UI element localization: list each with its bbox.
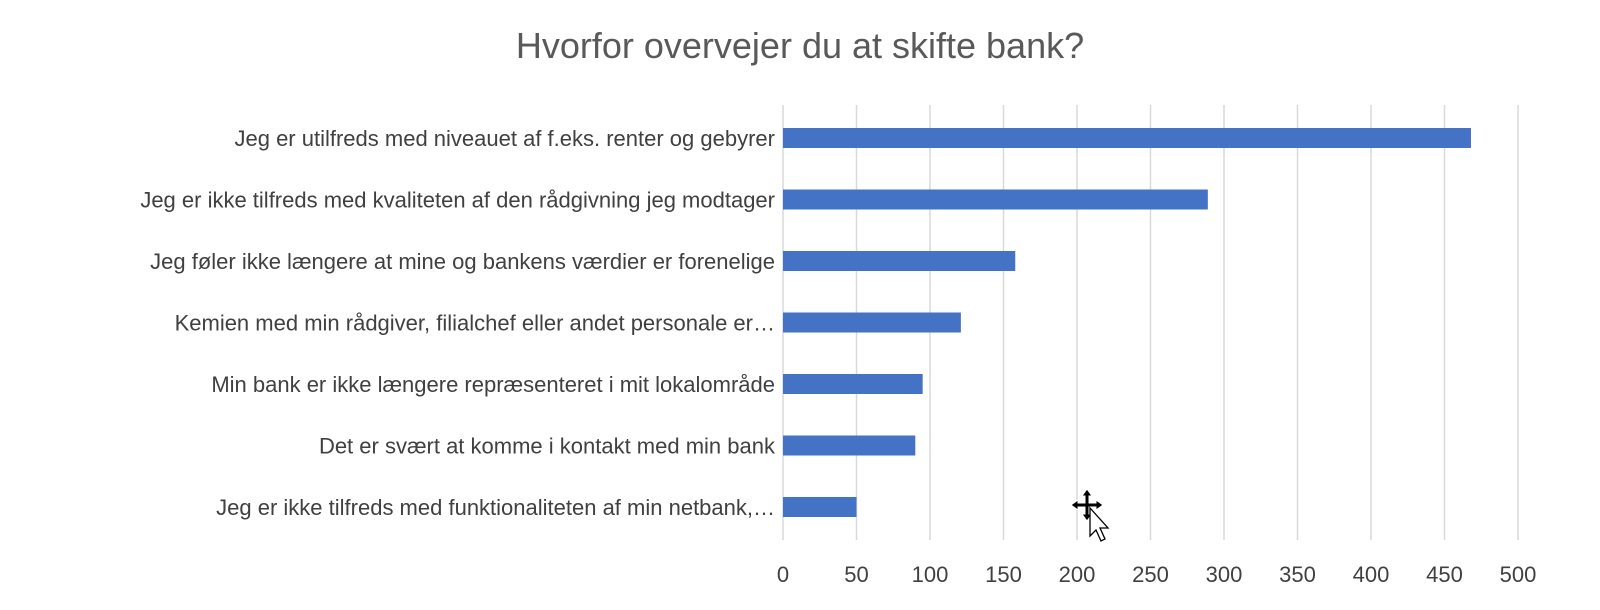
x-tick-label: 350 [1279,562,1316,587]
category-labels: Jeg er utilfreds med niveauet af f.eks. … [140,126,776,520]
bar [783,312,961,333]
x-tick-label: 400 [1353,562,1390,587]
category-label: Jeg er utilfreds med niveauet af f.eks. … [234,126,775,151]
bar [783,497,857,517]
category-label: Kemien med min rådgiver, filialchef elle… [175,311,775,336]
bar [783,251,1016,271]
bar [783,374,923,394]
bar [783,435,916,456]
category-label: Jeg er ikke tilfreds med kvaliteten af d… [140,188,775,213]
x-tick-label: 300 [1206,562,1243,587]
x-tick-label: 450 [1426,562,1463,587]
x-tick-label: 100 [912,562,949,587]
x-tick-label: 250 [1132,562,1169,587]
x-tick-label: 50 [844,562,868,587]
category-label: Jeg føler ikke længere at mine og banken… [150,249,775,274]
bars [783,128,1471,517]
category-label: Det er svært at komme i kontakt med min … [319,434,776,459]
category-label: Jeg er ikke tilfreds med funktionalitete… [216,495,775,520]
x-tick-label: 150 [985,562,1022,587]
x-tick-label: 500 [1500,562,1537,587]
bar [783,189,1208,210]
x-axis-ticks: 0 50 100 150 200 250 300 350 400 450 500 [777,562,1536,587]
gridlines [782,105,1519,540]
x-tick-label: 200 [1059,562,1096,587]
x-tick-label: 0 [777,562,789,587]
bar [783,128,1471,148]
category-label: Min bank er ikke længere repræsenteret i… [211,372,775,397]
chart-title: Hvorfor overvejer du at skifte bank? [516,25,1084,66]
